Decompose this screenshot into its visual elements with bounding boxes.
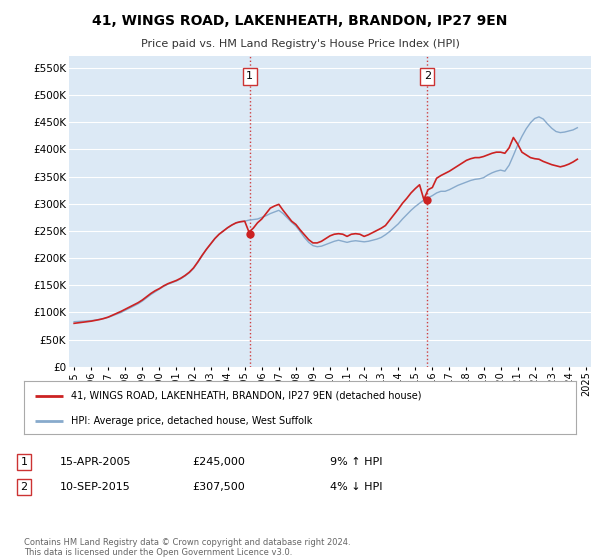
Text: HPI: Average price, detached house, West Suffolk: HPI: Average price, detached house, West… [71,416,312,426]
Text: 2: 2 [20,482,28,492]
Text: 41, WINGS ROAD, LAKENHEATH, BRANDON, IP27 9EN: 41, WINGS ROAD, LAKENHEATH, BRANDON, IP2… [92,14,508,28]
Text: £307,500: £307,500 [192,482,245,492]
Text: Price paid vs. HM Land Registry's House Price Index (HPI): Price paid vs. HM Land Registry's House … [140,39,460,49]
Text: 4% ↓ HPI: 4% ↓ HPI [330,482,383,492]
Text: 1: 1 [20,457,28,467]
Text: 10-SEP-2015: 10-SEP-2015 [60,482,131,492]
Text: 41, WINGS ROAD, LAKENHEATH, BRANDON, IP27 9EN (detached house): 41, WINGS ROAD, LAKENHEATH, BRANDON, IP2… [71,391,421,401]
Text: 15-APR-2005: 15-APR-2005 [60,457,131,467]
Text: £245,000: £245,000 [192,457,245,467]
Text: 9% ↑ HPI: 9% ↑ HPI [330,457,383,467]
Text: 1: 1 [247,71,253,81]
Text: 2: 2 [424,71,431,81]
Text: Contains HM Land Registry data © Crown copyright and database right 2024.
This d: Contains HM Land Registry data © Crown c… [24,538,350,557]
